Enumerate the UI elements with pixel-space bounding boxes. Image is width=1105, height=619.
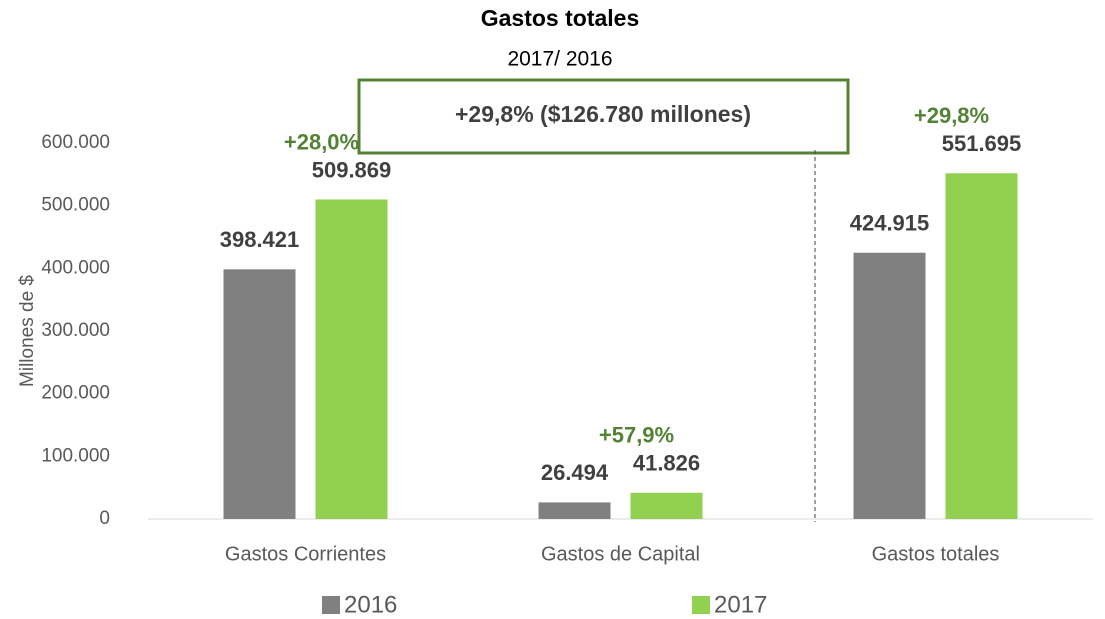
legend-label: 2016 (344, 591, 397, 618)
y-tick-label: 400.000 (41, 257, 110, 278)
y-tick-label: 300.000 (41, 320, 110, 341)
legend-swatch (692, 596, 710, 614)
x-tick-label: Gastos de Capital (541, 543, 700, 565)
y-tick-label: 100.000 (41, 445, 110, 466)
growth-label: +29,8% (914, 103, 989, 128)
value-label: 26.494 (541, 460, 609, 485)
bar (853, 252, 926, 519)
value-label: 398.421 (220, 227, 300, 252)
bar (223, 269, 296, 519)
y-tick-label: 600.000 (41, 132, 110, 153)
y-axis-label: Millones de $ (17, 275, 38, 387)
annotation-box (357, 78, 850, 155)
y-tick-label: 500.000 (41, 195, 110, 216)
bar (630, 492, 703, 519)
value-label: 424.915 (850, 211, 930, 236)
y-tick-label: 200.000 (41, 383, 110, 404)
value-label: 41.826 (633, 451, 700, 476)
annotation: +29,8% ($126.780 millones) (455, 101, 751, 127)
bar (315, 199, 388, 519)
y-tick-label: 0 (99, 508, 110, 529)
bar (538, 502, 611, 519)
value-label: 551.695 (942, 131, 1022, 156)
legend-label: 2017 (714, 591, 767, 618)
value-label: 509.869 (312, 157, 392, 182)
chart-subtitle: 2017/ 2016 (507, 48, 612, 71)
growth-label: +57,9% (599, 423, 674, 448)
x-tick-label: Gastos totales (872, 543, 1000, 565)
chart-title: Gastos totales (481, 5, 640, 31)
x-tick-label: Gastos Corrientes (225, 543, 386, 565)
bar (945, 173, 1018, 520)
legend-swatch (322, 596, 340, 614)
growth-label: +28,0% (284, 129, 359, 154)
